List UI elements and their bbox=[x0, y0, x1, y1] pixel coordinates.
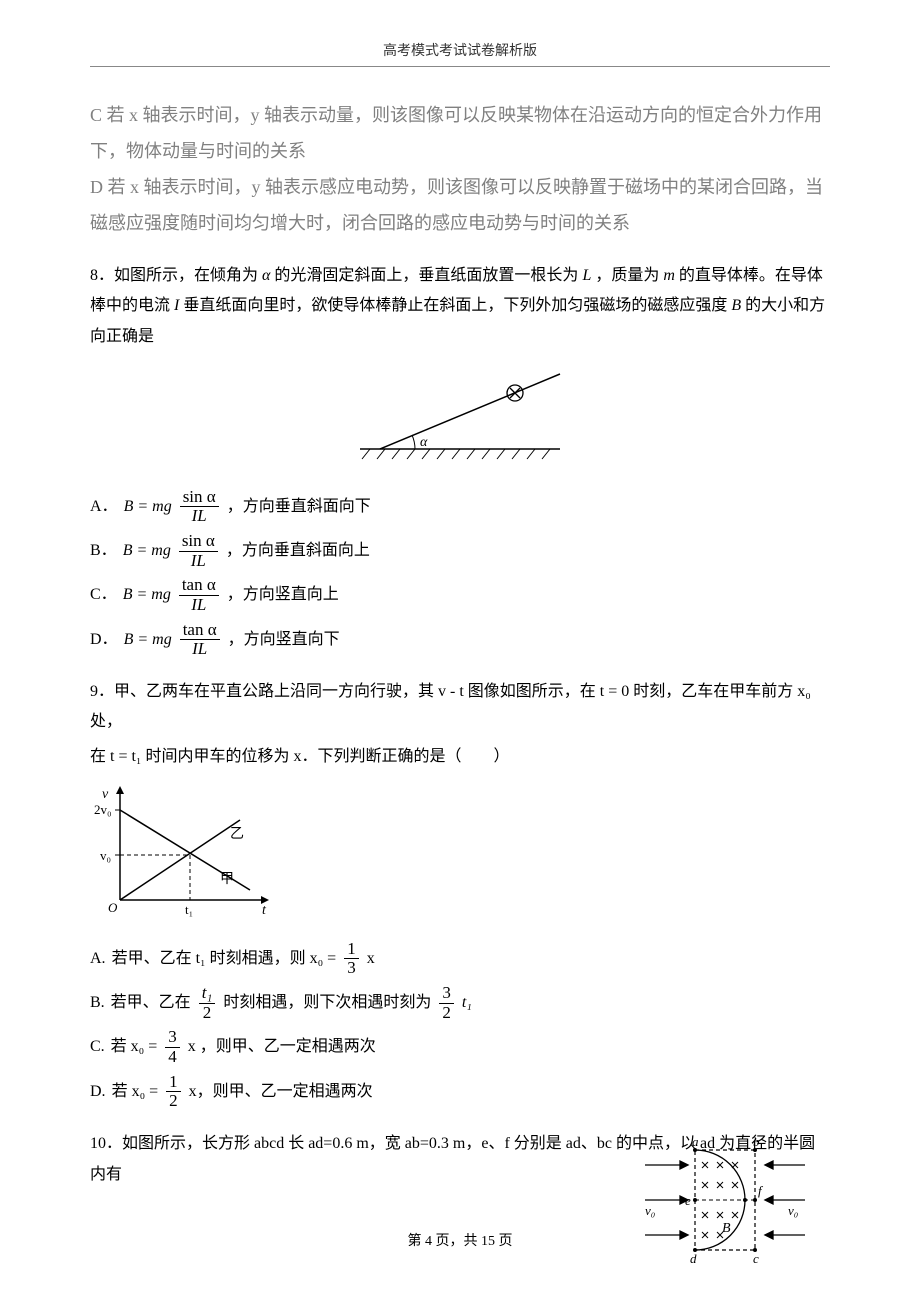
q9-c-post: x ，则甲、乙一定相遇两次 bbox=[188, 1032, 376, 1062]
q10-label-v0l: v₀ bbox=[645, 1203, 655, 1218]
q9-b-num1: t₁ bbox=[199, 984, 216, 1004]
q10-label-d: d bbox=[690, 1251, 697, 1265]
q8-B: B bbox=[731, 297, 741, 314]
q8-option-b: B． B = mg sin αIL ，方向垂直斜面向上 bbox=[90, 532, 830, 570]
q8-option-d: D． B = mg tan αIL ，方向竖直向下 bbox=[90, 621, 830, 659]
q9-y-2v0: 2v₀ bbox=[94, 802, 112, 817]
q8-b-num: sin α bbox=[179, 532, 218, 552]
q10-label-b: b bbox=[753, 1135, 760, 1149]
q9-c-prefix: C. bbox=[90, 1032, 105, 1062]
q9-d-den: 2 bbox=[166, 1092, 181, 1111]
prev-options: C 若 x 轴表示时间，y 轴表示动量，则该图像可以反映某物体在沿运动方向的恒定… bbox=[90, 97, 830, 241]
q10-label-a: a bbox=[692, 1135, 699, 1149]
question-9: 9．甲、乙两车在平直公路上沿同一方向行驶，其 v - t 图像如图所示，在 t … bbox=[90, 677, 830, 1111]
q9-x-label: t bbox=[262, 903, 267, 918]
q9-b-pre: 若甲、乙在 bbox=[111, 988, 191, 1018]
footer-total: 15 bbox=[481, 1234, 495, 1249]
q8-stem-pre: 8．如图所示，在倾角为 bbox=[90, 267, 262, 284]
q9-a-prefix: A. bbox=[90, 944, 106, 974]
q9-b-post: t₁ bbox=[462, 988, 472, 1018]
q9-a-den: 3 bbox=[344, 959, 359, 978]
q8-b-den: IL bbox=[179, 552, 218, 571]
q10-label-e: e bbox=[685, 1193, 691, 1208]
q9-label-yi: 乙 bbox=[230, 826, 244, 842]
footer-mid: 页，共 bbox=[432, 1234, 481, 1249]
q9-stem1: 9．甲、乙两车在平直公路上沿同一方向行驶，其 v - t 图像如图所示，在 t … bbox=[90, 677, 830, 738]
q8-a-prefix: A． bbox=[90, 492, 118, 522]
q8-c-suffix: ，方向竖直向上 bbox=[227, 580, 339, 610]
q9-y-v0: v₀ bbox=[100, 848, 111, 863]
prev-option-d: D 若 x 轴表示时间，y 轴表示感应电动势，则该图像可以反映静置于磁场中的某闭… bbox=[90, 169, 830, 241]
q8-c-lhs: B = mg bbox=[123, 580, 171, 610]
footer-current: 4 bbox=[425, 1234, 432, 1249]
q9-stem2: 在 t = t₁ 时间内甲车的位移为 x．下列判断正确的是（ ） bbox=[90, 742, 830, 772]
footer-prefix: 第 bbox=[408, 1234, 426, 1249]
q9-d-num: 1 bbox=[166, 1073, 181, 1093]
q8-d-den: IL bbox=[180, 640, 220, 659]
q9-option-a: A. 若甲、乙在 t₁ 时刻相遇，则 x₀ = 13 x bbox=[90, 940, 830, 978]
q9-c-pre: 若 x₀ = bbox=[111, 1032, 158, 1062]
q8-d-num: tan α bbox=[180, 621, 220, 641]
q9-option-b: B. 若甲、乙在 t₁2 时刻相遇，则下次相遇时刻为 32 t₁ bbox=[90, 984, 830, 1022]
q9-b-prefix: B. bbox=[90, 988, 105, 1018]
page-header: 高考模式考试试卷解析版 bbox=[90, 40, 830, 67]
question-8: 8．如图所示，在倾角为 α 的光滑固定斜面上，垂直纸面放置一根长为 L ，质量为… bbox=[90, 261, 830, 659]
q9-option-c: C. 若 x₀ = 34 x ，则甲、乙一定相遇两次 bbox=[90, 1028, 830, 1066]
q8-stem-mid1: 的光滑固定斜面上，垂直纸面放置一根长为 bbox=[270, 267, 582, 284]
q8-a-suffix: ，方向垂直斜面向下 bbox=[227, 492, 371, 522]
footer-suffix: 页 bbox=[495, 1234, 513, 1249]
prev-option-c: C 若 x 轴表示时间，y 轴表示动量，则该图像可以反映某物体在沿运动方向的恒定… bbox=[90, 97, 830, 169]
q9-d-post: x，则甲、乙一定相遇两次 bbox=[189, 1077, 373, 1107]
svg-text:O: O bbox=[108, 900, 118, 915]
q8-stem-mid4: 垂直纸面向里时，欲使导体棒静止在斜面上，下列外加匀强磁场的磁感应强度 bbox=[179, 297, 731, 314]
q8-option-c: C． B = mg tan αIL ，方向竖直向上 bbox=[90, 576, 830, 614]
q8-c-den: IL bbox=[179, 596, 219, 615]
q10-label-f: f bbox=[758, 1183, 764, 1198]
q9-b-mid: 时刻相遇，则下次相遇时刻为 bbox=[223, 988, 431, 1018]
q10-label-B: B bbox=[722, 1221, 731, 1236]
q9-label-jia: 甲 bbox=[220, 872, 234, 887]
q8-c-num: tan α bbox=[179, 576, 219, 596]
q8-a-den: IL bbox=[180, 507, 219, 526]
q10-label-v0r: v₀ bbox=[788, 1203, 798, 1218]
q9-d-prefix: D. bbox=[90, 1077, 106, 1107]
q9-x-t1: t₁ bbox=[185, 902, 193, 917]
q9-c-den: 4 bbox=[165, 1048, 180, 1067]
q9-a-post: x bbox=[367, 944, 375, 974]
q8-b-lhs: B = mg bbox=[123, 536, 171, 566]
q9-chart: v t 2v₀ v₀ t₁ O 乙 甲 bbox=[90, 780, 830, 931]
q8-L: L bbox=[582, 267, 591, 284]
q10-figure: a b e f d c B v₀ v₀ bbox=[640, 1135, 810, 1270]
q8-b-prefix: B． bbox=[90, 536, 117, 566]
q9-b-den2: 2 bbox=[439, 1004, 454, 1023]
q8-b-suffix: ，方向垂直斜面向上 bbox=[226, 536, 370, 566]
q8-d-lhs: B = mg bbox=[124, 625, 172, 655]
q8-a-lhs: B = mg bbox=[124, 492, 172, 522]
q9-option-d: D. 若 x₀ = 12 x，则甲、乙一定相遇两次 bbox=[90, 1073, 830, 1111]
q8-stem: 8．如图所示，在倾角为 α 的光滑固定斜面上，垂直纸面放置一根长为 L ，质量为… bbox=[90, 261, 830, 352]
q9-c-num: 3 bbox=[165, 1028, 180, 1048]
q8-d-prefix: D． bbox=[90, 625, 118, 655]
q8-figure: α bbox=[90, 364, 830, 475]
q9-a-num: 1 bbox=[344, 940, 359, 960]
q9-y-label: v bbox=[102, 787, 109, 802]
q8-stem-mid2: ，质量为 bbox=[591, 267, 663, 284]
q8-a-num: sin α bbox=[180, 488, 219, 508]
q8-m: m bbox=[663, 267, 675, 284]
q8-angle-label: α bbox=[420, 435, 428, 450]
q9-b-den1: 2 bbox=[199, 1004, 216, 1023]
q8-d-suffix: ，方向竖直向下 bbox=[228, 625, 340, 655]
q9-a-pre: 若甲、乙在 t₁ 时刻相遇，则 x₀ = bbox=[112, 944, 337, 974]
q9-d-pre: 若 x₀ = bbox=[112, 1077, 159, 1107]
q8-c-prefix: C． bbox=[90, 580, 117, 610]
q10-label-c: c bbox=[753, 1251, 759, 1265]
q8-option-a: A． B = mg sin αIL ，方向垂直斜面向下 bbox=[90, 488, 830, 526]
q9-b-num2: 3 bbox=[439, 984, 454, 1004]
